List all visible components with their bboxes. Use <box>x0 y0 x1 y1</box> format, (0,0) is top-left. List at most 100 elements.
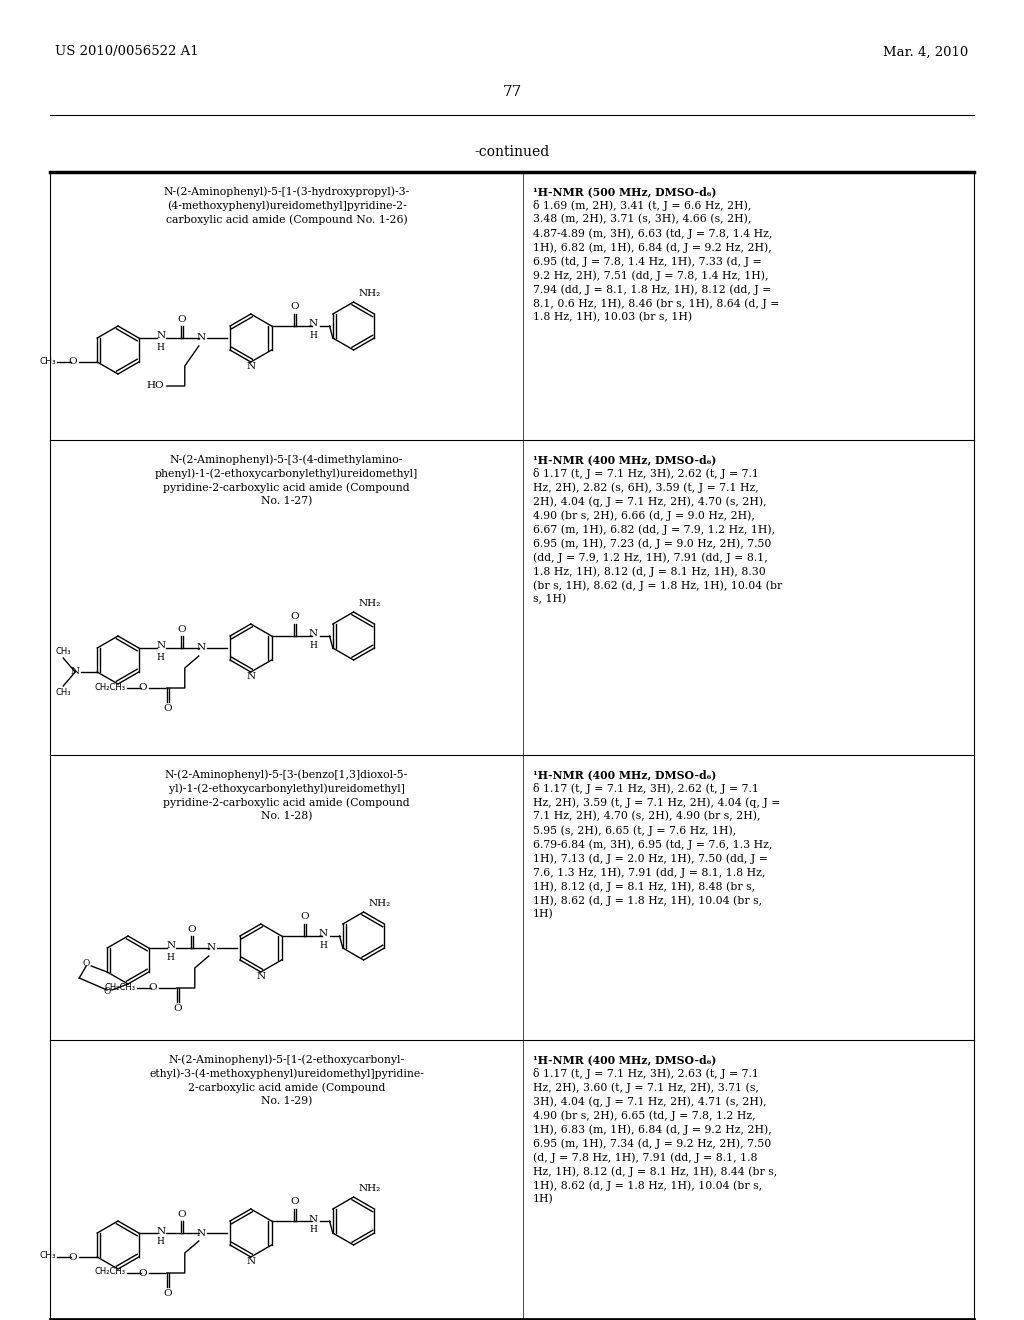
Text: 3.48 (m, 2H), 3.71 (s, 3H), 4.66 (s, 2H),: 3.48 (m, 2H), 3.71 (s, 3H), 4.66 (s, 2H)… <box>534 214 752 224</box>
Text: ethyl)-3-(4-methoxyphenyl)ureidomethyl]pyridine-: ethyl)-3-(4-methoxyphenyl)ureidomethyl]p… <box>150 1068 424 1078</box>
Text: ¹H-NMR (400 MHz, DMSO-d₆): ¹H-NMR (400 MHz, DMSO-d₆) <box>534 770 717 780</box>
Text: N: N <box>309 319 318 329</box>
Text: ¹H-NMR (400 MHz, DMSO-d₆): ¹H-NMR (400 MHz, DMSO-d₆) <box>534 454 717 465</box>
Text: Hz, 2H), 2.82 (s, 6H), 3.59 (t, J = 7.1 Hz,: Hz, 2H), 2.82 (s, 6H), 3.59 (t, J = 7.1 … <box>534 482 759 492</box>
Text: 3H), 4.04 (q, J = 7.1 Hz, 2H), 4.71 (s, 2H),: 3H), 4.04 (q, J = 7.1 Hz, 2H), 4.71 (s, … <box>534 1096 767 1106</box>
Text: N: N <box>70 668 79 676</box>
Text: (d, J = 7.8 Hz, 1H), 7.91 (dd, J = 8.1, 1.8: (d, J = 7.8 Hz, 1H), 7.91 (dd, J = 8.1, … <box>534 1152 758 1163</box>
Text: δ 1.17 (t, J = 7.1 Hz, 3H), 2.62 (t, J = 7.1: δ 1.17 (t, J = 7.1 Hz, 3H), 2.62 (t, J =… <box>534 469 759 479</box>
Text: O: O <box>290 302 299 312</box>
Text: phenyl)-1-(2-ethoxycarbonylethyl)ureidomethyl]: phenyl)-1-(2-ethoxycarbonylethyl)ureidom… <box>155 469 418 479</box>
Text: (br s, 1H), 8.62 (d, J = 1.8 Hz, 1H), 10.04 (br: (br s, 1H), 8.62 (d, J = 1.8 Hz, 1H), 10… <box>534 579 782 590</box>
Text: H: H <box>319 940 328 949</box>
Text: O: O <box>138 1269 146 1278</box>
Text: 6.95 (m, 1H), 7.23 (d, J = 9.0 Hz, 2H), 7.50: 6.95 (m, 1H), 7.23 (d, J = 9.0 Hz, 2H), … <box>534 539 771 549</box>
Text: CH₂CH₃: CH₂CH₃ <box>95 682 126 692</box>
Text: N: N <box>309 630 318 639</box>
Text: N-(2-Aminophenyl)-5-[1-(2-ethoxycarbonyl-: N-(2-Aminophenyl)-5-[1-(2-ethoxycarbonyl… <box>168 1053 404 1064</box>
Text: δ 1.17 (t, J = 7.1 Hz, 3H), 2.62 (t, J = 7.1: δ 1.17 (t, J = 7.1 Hz, 3H), 2.62 (t, J =… <box>534 783 759 795</box>
Text: H: H <box>157 652 165 661</box>
Text: N-(2-Aminophenyl)-5-[3-(4-dimethylamino-: N-(2-Aminophenyl)-5-[3-(4-dimethylamino- <box>170 454 403 465</box>
Text: 1.8 Hz, 1H), 10.03 (br s, 1H): 1.8 Hz, 1H), 10.03 (br s, 1H) <box>534 312 692 322</box>
Text: 7.6, 1.3 Hz, 1H), 7.91 (dd, J = 8.1, 1.8 Hz,: 7.6, 1.3 Hz, 1H), 7.91 (dd, J = 8.1, 1.8… <box>534 867 765 878</box>
Text: NH₂: NH₂ <box>358 1184 381 1193</box>
Text: O: O <box>148 983 157 993</box>
Text: ¹H-NMR (400 MHz, DMSO-d₆): ¹H-NMR (400 MHz, DMSO-d₆) <box>534 1053 717 1065</box>
Text: NH₂: NH₂ <box>358 289 381 298</box>
Text: N: N <box>246 672 255 681</box>
Text: O: O <box>177 315 186 323</box>
Text: 1.8 Hz, 1H), 8.12 (d, J = 8.1 Hz, 1H), 8.30: 1.8 Hz, 1H), 8.12 (d, J = 8.1 Hz, 1H), 8… <box>534 566 766 577</box>
Text: (dd, J = 7.9, 1.2 Hz, 1H), 7.91 (dd, J = 8.1,: (dd, J = 7.9, 1.2 Hz, 1H), 7.91 (dd, J =… <box>534 552 768 562</box>
Text: H: H <box>157 342 165 351</box>
Text: 1H): 1H) <box>534 909 554 919</box>
Text: N: N <box>197 1229 206 1238</box>
Text: δ 1.69 (m, 2H), 3.41 (t, J = 6.6 Hz, 2H),: δ 1.69 (m, 2H), 3.41 (t, J = 6.6 Hz, 2H)… <box>534 201 752 211</box>
Text: HO: HO <box>146 381 164 391</box>
Text: No. 1-27): No. 1-27) <box>261 496 312 507</box>
Text: 1H), 6.82 (m, 1H), 6.84 (d, J = 9.2 Hz, 2H),: 1H), 6.82 (m, 1H), 6.84 (d, J = 9.2 Hz, … <box>534 242 772 252</box>
Text: US 2010/0056522 A1: US 2010/0056522 A1 <box>55 45 199 58</box>
Text: 1H), 8.62 (d, J = 1.8 Hz, 1H), 10.04 (br s,: 1H), 8.62 (d, J = 1.8 Hz, 1H), 10.04 (br… <box>534 895 762 906</box>
Text: 1H), 8.12 (d, J = 8.1 Hz, 1H), 8.48 (br s,: 1H), 8.12 (d, J = 8.1 Hz, 1H), 8.48 (br … <box>534 880 755 891</box>
Text: N: N <box>246 1257 255 1266</box>
Text: 2-carboxylic acid amide (Compound: 2-carboxylic acid amide (Compound <box>187 1082 385 1093</box>
Text: 5.95 (s, 2H), 6.65 (t, J = 7.6 Hz, 1H),: 5.95 (s, 2H), 6.65 (t, J = 7.6 Hz, 1H), <box>534 825 736 836</box>
Text: O: O <box>173 1005 182 1012</box>
Text: N: N <box>157 1226 165 1236</box>
Text: N: N <box>246 362 255 371</box>
Text: yl)-1-(2-ethoxycarbonylethyl)ureidomethyl]: yl)-1-(2-ethoxycarbonylethyl)ureidomethy… <box>169 783 404 793</box>
Text: N: N <box>157 331 165 341</box>
Text: O: O <box>164 1290 172 1298</box>
Text: N: N <box>256 972 265 981</box>
Text: Hz, 1H), 8.12 (d, J = 8.1 Hz, 1H), 8.44 (br s,: Hz, 1H), 8.12 (d, J = 8.1 Hz, 1H), 8.44 … <box>534 1166 777 1176</box>
Text: N: N <box>166 941 175 950</box>
Text: H: H <box>157 1238 165 1246</box>
Text: 8.1, 0.6 Hz, 1H), 8.46 (br s, 1H), 8.64 (d, J =: 8.1, 0.6 Hz, 1H), 8.46 (br s, 1H), 8.64 … <box>534 298 779 309</box>
Text: O: O <box>164 704 172 713</box>
Text: N: N <box>309 1214 318 1224</box>
Text: 6.95 (m, 1H), 7.34 (d, J = 9.2 Hz, 2H), 7.50: 6.95 (m, 1H), 7.34 (d, J = 9.2 Hz, 2H), … <box>534 1138 771 1148</box>
Text: O: O <box>300 912 309 921</box>
Text: (4-methoxyphenyl)ureidomethyl]pyridine-2-: (4-methoxyphenyl)ureidomethyl]pyridine-2… <box>167 201 407 211</box>
Text: N: N <box>206 944 215 953</box>
Text: O: O <box>290 612 299 620</box>
Text: CH₃: CH₃ <box>40 1251 56 1261</box>
Text: Mar. 4, 2010: Mar. 4, 2010 <box>883 45 968 58</box>
Text: Hz, 2H), 3.60 (t, J = 7.1 Hz, 2H), 3.71 (s,: Hz, 2H), 3.60 (t, J = 7.1 Hz, 2H), 3.71 … <box>534 1082 759 1093</box>
Text: carboxylic acid amide (Compound No. 1-26): carboxylic acid amide (Compound No. 1-26… <box>166 214 408 224</box>
Text: 1H), 6.83 (m, 1H), 6.84 (d, J = 9.2 Hz, 2H),: 1H), 6.83 (m, 1H), 6.84 (d, J = 9.2 Hz, … <box>534 1125 772 1135</box>
Text: CH₂CH₃: CH₂CH₃ <box>104 982 136 991</box>
Text: O: O <box>103 987 111 997</box>
Text: 6.67 (m, 1H), 6.82 (dd, J = 7.9, 1.2 Hz, 1H),: 6.67 (m, 1H), 6.82 (dd, J = 7.9, 1.2 Hz,… <box>534 524 775 535</box>
Text: N-(2-Aminophenyl)-5-[3-(benzo[1,3]dioxol-5-: N-(2-Aminophenyl)-5-[3-(benzo[1,3]dioxol… <box>165 770 409 780</box>
Text: 4.90 (br s, 2H), 6.66 (d, J = 9.0 Hz, 2H),: 4.90 (br s, 2H), 6.66 (d, J = 9.0 Hz, 2H… <box>534 510 755 520</box>
Text: 1H), 7.13 (d, J = 2.0 Hz, 1H), 7.50 (dd, J =: 1H), 7.13 (d, J = 2.0 Hz, 1H), 7.50 (dd,… <box>534 853 768 863</box>
Text: N: N <box>197 644 206 652</box>
Text: NH₂: NH₂ <box>358 599 381 609</box>
Text: NH₂: NH₂ <box>369 899 391 908</box>
Text: H: H <box>309 640 317 649</box>
Text: 6.79-6.84 (m, 3H), 6.95 (td, J = 7.6, 1.3 Hz,: 6.79-6.84 (m, 3H), 6.95 (td, J = 7.6, 1.… <box>534 840 772 850</box>
Text: 4.90 (br s, 2H), 6.65 (td, J = 7.8, 1.2 Hz,: 4.90 (br s, 2H), 6.65 (td, J = 7.8, 1.2 … <box>534 1110 756 1121</box>
Text: δ 1.17 (t, J = 7.1 Hz, 3H), 2.63 (t, J = 7.1: δ 1.17 (t, J = 7.1 Hz, 3H), 2.63 (t, J =… <box>534 1068 759 1078</box>
Text: H: H <box>167 953 175 961</box>
Text: 2H), 4.04 (q, J = 7.1 Hz, 2H), 4.70 (s, 2H),: 2H), 4.04 (q, J = 7.1 Hz, 2H), 4.70 (s, … <box>534 496 767 507</box>
Text: O: O <box>69 1253 77 1262</box>
Text: Hz, 2H), 3.59 (t, J = 7.1 Hz, 2H), 4.04 (q, J =: Hz, 2H), 3.59 (t, J = 7.1 Hz, 2H), 4.04 … <box>534 797 780 808</box>
Text: 77: 77 <box>503 84 521 99</box>
Text: 4.87-4.89 (m, 3H), 6.63 (td, J = 7.8, 1.4 Hz,: 4.87-4.89 (m, 3H), 6.63 (td, J = 7.8, 1.… <box>534 228 772 239</box>
Text: O: O <box>290 1197 299 1206</box>
Text: N: N <box>157 642 165 651</box>
Text: N: N <box>319 929 328 939</box>
Text: CH₂CH₃: CH₂CH₃ <box>95 1267 126 1276</box>
Text: O: O <box>83 960 90 969</box>
Text: O: O <box>177 624 186 634</box>
Text: No. 1-28): No. 1-28) <box>261 810 312 821</box>
Text: O: O <box>69 358 77 367</box>
Text: CH₃: CH₃ <box>55 647 71 656</box>
Text: -continued: -continued <box>474 145 550 158</box>
Text: No. 1-29): No. 1-29) <box>261 1096 312 1106</box>
Text: 6.95 (td, J = 7.8, 1.4 Hz, 1H), 7.33 (d, J =: 6.95 (td, J = 7.8, 1.4 Hz, 1H), 7.33 (d,… <box>534 256 762 267</box>
Text: O: O <box>187 925 197 935</box>
